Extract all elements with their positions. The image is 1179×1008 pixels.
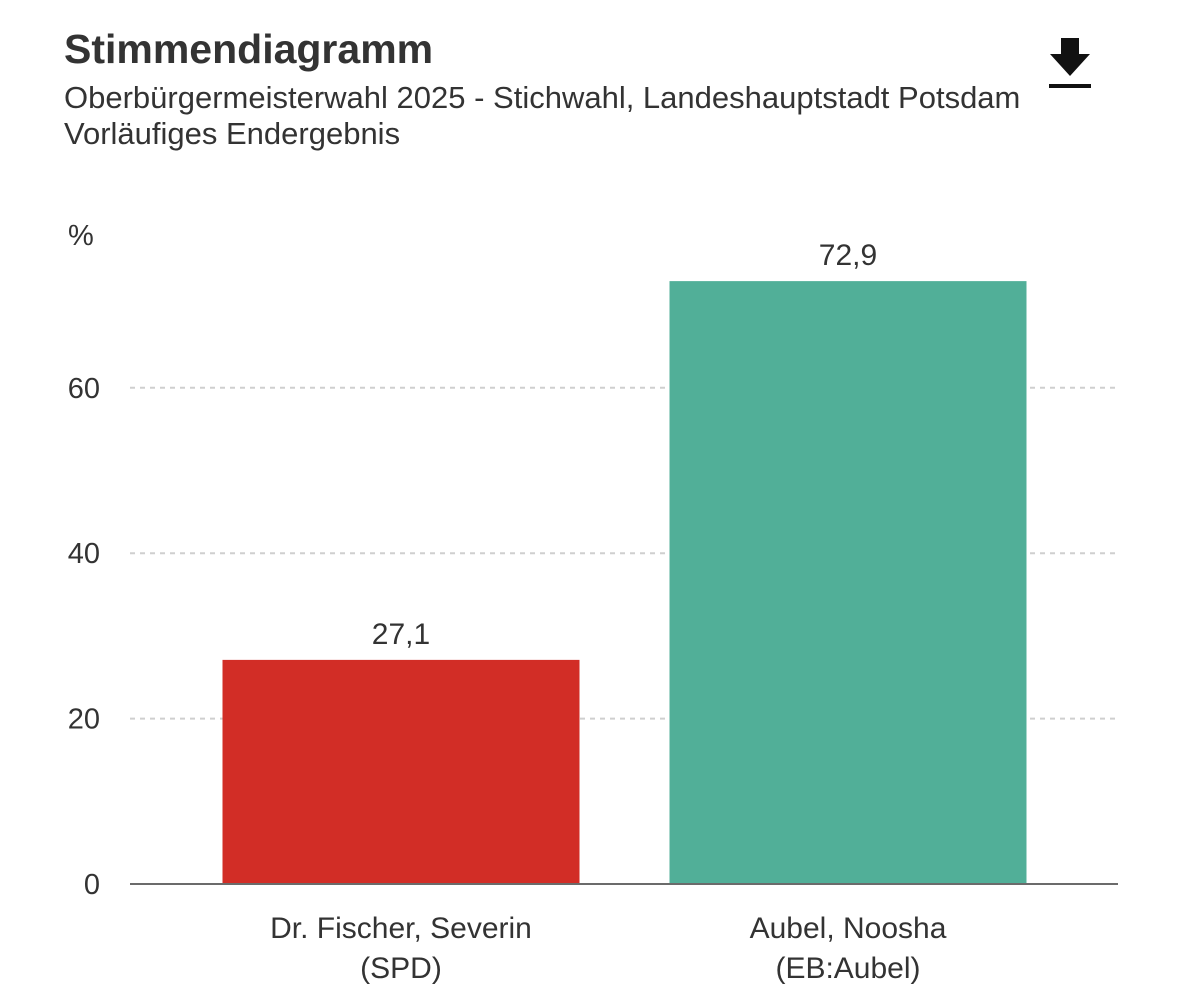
data-label-2: 72,9 — [819, 239, 877, 272]
chart-subtitle: Oberbürgermeisterwahl 2025 - Stichwahl, … — [64, 80, 1034, 152]
chart-subtitle-line-2: Vorläufiges Endergebnis — [64, 116, 401, 151]
y-tick-label-0: 0 — [84, 869, 100, 901]
data-label-1: 27,1 — [372, 618, 430, 651]
x-tick-label-1-line-1: Dr. Fischer, Severin — [270, 912, 532, 945]
chart-subtitle-line-1: Oberbürgermeisterwahl 2025 - Stichwahl, … — [64, 80, 1021, 115]
chart-title: Stimmendiagramm — [64, 26, 434, 72]
download-icon — [1049, 38, 1091, 88]
y-tick-label-20: 20 — [68, 704, 100, 736]
x-tick-label-2-line-2: (EB:Aubel) — [775, 952, 920, 985]
y-tick-label-40: 40 — [68, 538, 100, 570]
chart-header: Stimmendiagramm Oberbürgermeisterwahl 20… — [64, 24, 1044, 152]
y-tick-label-60: 60 — [68, 373, 100, 405]
bar-2 — [669, 281, 1027, 884]
y-axis-label: % — [68, 220, 94, 252]
x-tick-label-1-line-2: (SPD) — [360, 952, 442, 985]
bar-1 — [222, 659, 580, 884]
x-tick-label-2-line-1: Aubel, Noosha — [750, 912, 947, 945]
download-button[interactable] — [1046, 36, 1094, 92]
